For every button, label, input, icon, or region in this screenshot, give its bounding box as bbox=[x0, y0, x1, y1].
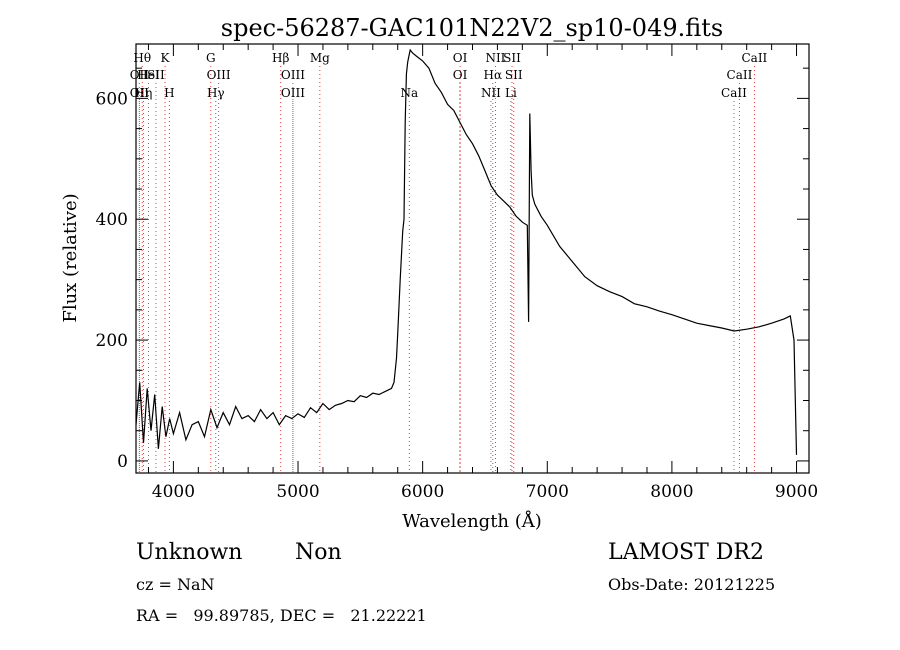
x-tick-label: 6000 bbox=[401, 482, 444, 502]
line-marker-label: SII bbox=[147, 68, 165, 82]
ra-dec-coordinates: RA = 99.89785, DEC = 21.22221 bbox=[136, 606, 427, 625]
x-tick-label: 5000 bbox=[276, 482, 319, 502]
line-marker-label: SII bbox=[505, 68, 523, 82]
data-release: LAMOST DR2 bbox=[608, 540, 764, 565]
line-marker-label: Na bbox=[400, 86, 418, 100]
y-tick-label: 0 bbox=[117, 452, 128, 472]
line-marker-label: HeI bbox=[137, 68, 160, 82]
line-marker-label: Hη bbox=[135, 86, 153, 100]
x-tick-label: 7000 bbox=[526, 482, 569, 502]
redshift-cz: cz = NaN bbox=[136, 575, 215, 594]
line-marker-label: Li bbox=[505, 86, 517, 100]
spectral-class: Unknown bbox=[136, 540, 242, 565]
line-marker-label: SII bbox=[503, 51, 521, 65]
line-marker-label: OII bbox=[130, 86, 150, 100]
spectrum-line bbox=[135, 48, 798, 455]
line-marker-label: K bbox=[161, 51, 171, 65]
line-marker-label: OI bbox=[453, 51, 468, 65]
line-marker-label: OI bbox=[453, 68, 468, 82]
line-marker-label: Hβ bbox=[272, 51, 289, 65]
line-marker-label: CaII bbox=[741, 51, 767, 65]
y-tick-label: 400 bbox=[96, 210, 128, 230]
line-marker-label: Hα bbox=[484, 68, 503, 82]
line-marker-label: H bbox=[164, 86, 174, 100]
line-marker-label: Hθ bbox=[133, 51, 151, 65]
x-axis-ticks: 4000 5000 6000 7000 8000 9000 bbox=[147, 44, 818, 502]
line-marker-label: NII bbox=[481, 86, 501, 100]
x-axis-label: Wavelength (Å) bbox=[402, 510, 542, 532]
line-marker-label: OIII bbox=[207, 68, 231, 82]
line-marker-label: CaII bbox=[727, 68, 753, 82]
x-tick-label: 9000 bbox=[775, 482, 818, 502]
y-axis-label: Flux (relative) bbox=[60, 193, 81, 322]
line-marker-label: Hγ bbox=[207, 86, 225, 100]
line-marker-label: G bbox=[206, 51, 216, 65]
x-tick-label: 4000 bbox=[152, 482, 195, 502]
line-marker-label: OII bbox=[130, 68, 150, 82]
line-marker-label: CaII bbox=[721, 86, 747, 100]
line-marker-group: OIIHηHθOIIHeISIIKHGOIIIHγHβOIIIOIIIMgNaO… bbox=[130, 51, 768, 473]
line-marker-label: OIII bbox=[281, 86, 305, 100]
line-marker-label: Mg bbox=[310, 51, 330, 65]
observation-date: Obs-Date: 20121225 bbox=[608, 575, 775, 594]
y-tick-label: 200 bbox=[96, 331, 128, 351]
y-axis-ticks: 0 200 400 600 bbox=[96, 67, 809, 472]
line-marker-label: NII bbox=[485, 51, 505, 65]
line-marker-label: OIII bbox=[281, 68, 305, 82]
x-tick-label: 8000 bbox=[650, 482, 693, 502]
spectral-subclass: Non bbox=[295, 540, 342, 565]
chart-title: spec-56287-GAC101N22V2_sp10-049.fits bbox=[221, 14, 723, 42]
y-tick-label: 600 bbox=[96, 89, 128, 109]
